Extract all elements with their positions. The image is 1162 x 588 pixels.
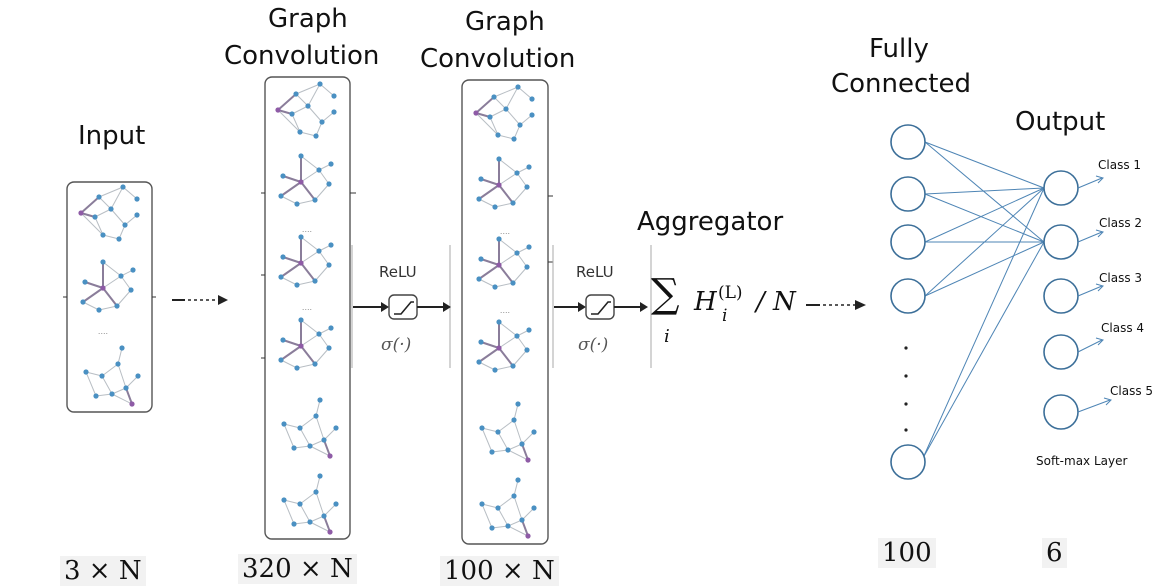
formula-subscript: i: [722, 306, 728, 326]
svg-text:....: ....: [98, 327, 108, 336]
relu-block-2: [552, 245, 652, 368]
arrow-input-to-gc1: [172, 295, 228, 305]
fc-ellipsis: [904, 346, 908, 432]
gc2-graph-2: [475, 155, 533, 211]
input-graph-1: [77, 183, 141, 243]
svg-text:....: ....: [302, 225, 312, 234]
gc1-graph-1: [274, 80, 338, 140]
output-neuron: [1043, 170, 1079, 206]
output-neuron: [1043, 224, 1079, 260]
dim-output: 6: [1042, 538, 1067, 568]
fc-neuron: [890, 278, 926, 314]
relu-label-1: ReLU: [379, 263, 417, 281]
class-label-2: Class 2: [1099, 216, 1143, 230]
gc2-title-line2: Convolution: [420, 44, 576, 74]
fc-title-line1: Fully: [869, 34, 929, 64]
gc1-graph-3: [277, 233, 335, 289]
gc1-graph-4: [277, 316, 335, 372]
svg-text:....: ....: [500, 306, 510, 315]
gc2-graph-4: [475, 318, 533, 374]
gc1-graph-box: .... ....: [261, 76, 356, 540]
gc1-title-line2: Convolution: [224, 41, 380, 71]
arrow-aggregator-to-fc: [806, 300, 866, 310]
fc-neuron: [890, 124, 926, 160]
formula-divisor: / N: [756, 287, 796, 317]
class-label-3: Class 3: [1099, 271, 1143, 285]
gc2-graph-6: [478, 476, 538, 540]
gc1-graph-2: [277, 152, 335, 208]
sigma-label-1: σ(·): [381, 335, 412, 355]
fc-neuron: [890, 176, 926, 212]
gc2-graph-3: [475, 235, 533, 291]
gc1-graph-5: [280, 396, 340, 460]
output-layer: [1043, 170, 1079, 430]
fc-neuron: [890, 224, 926, 260]
relu-block-1: [351, 245, 451, 368]
output-neuron: [1043, 278, 1079, 314]
sum-index: i: [664, 326, 670, 347]
fc-layer: [890, 124, 926, 480]
gc1-graph-6: [280, 472, 340, 536]
input-graph-box: ....: [63, 181, 156, 413]
relu-label-2: ReLU: [576, 263, 614, 281]
class-label-4: Class 4: [1101, 321, 1145, 335]
softmax-label: Soft-max Layer: [1036, 454, 1128, 468]
output-neuron: [1043, 394, 1079, 430]
dim-gc1: 320 × N: [238, 554, 357, 584]
class-label-5: Class 5: [1110, 384, 1154, 398]
fc-connections: [922, 141, 1045, 459]
dim-input: 3 × N: [60, 556, 146, 586]
sum-symbol: ∑: [651, 271, 680, 317]
dim-fc: 100: [878, 538, 936, 568]
dim-gc2: 100 × N: [440, 556, 559, 586]
input-graph-3: [82, 344, 142, 408]
gc2-graph-1: [472, 83, 536, 143]
formula-superscript: (L): [718, 283, 743, 303]
fc-title-line2: Connected: [831, 69, 972, 99]
svg-text:....: ....: [302, 303, 312, 312]
class-label-1: Class 1: [1098, 158, 1142, 172]
formula-h: H: [694, 287, 717, 317]
gc2-title-line1: Graph: [465, 7, 545, 37]
gc2-graph-box: .... ....: [461, 79, 553, 545]
output-arrows: [1077, 175, 1112, 413]
fc-neuron: [890, 444, 926, 480]
sigma-label-2: σ(·): [578, 335, 609, 355]
gc1-title-line1: Graph: [268, 4, 348, 34]
output-title: Output: [1015, 107, 1106, 137]
input-title: Input: [78, 121, 146, 151]
aggregator-title: Aggregator: [637, 207, 784, 237]
output-neuron: [1043, 334, 1079, 370]
input-graph-2: [79, 258, 137, 314]
gc2-graph-5: [478, 400, 538, 464]
svg-text:....: ....: [500, 227, 510, 236]
